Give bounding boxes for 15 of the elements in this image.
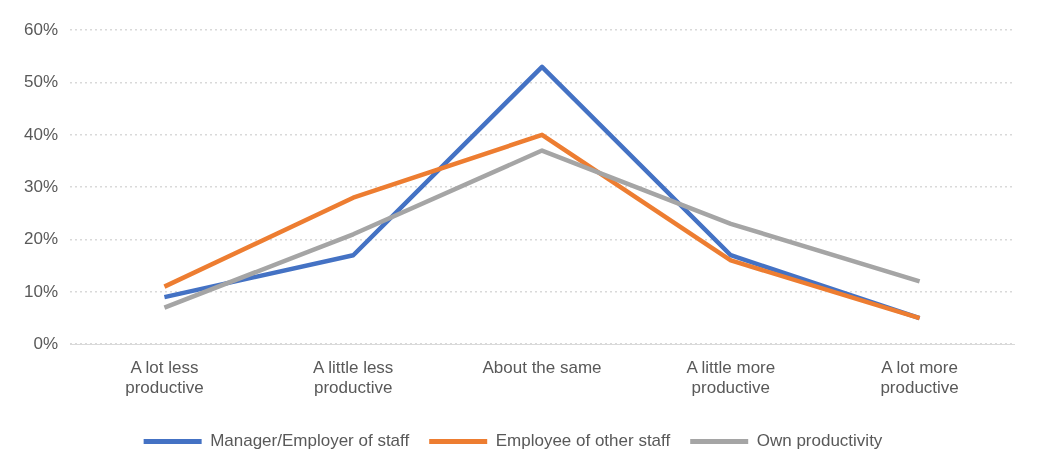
x-tick-label: A lot less productive — [125, 358, 204, 398]
x-tick-label: About the same — [482, 358, 602, 378]
y-tick-label: 60% — [23, 19, 59, 39]
y-tick-label: 40% — [23, 124, 59, 144]
legend-label: Own productivity — [756, 431, 883, 451]
y-tick-label: 50% — [23, 72, 59, 92]
legend-label: Employee of other staff — [495, 431, 671, 451]
y-tick-label: 0% — [33, 333, 59, 353]
x-tick-label: A little less productive — [313, 358, 394, 398]
x-tick-label: A lot more productive — [880, 358, 959, 398]
x-tick-label: A little more productive — [686, 358, 776, 398]
y-tick-label: 10% — [23, 281, 59, 301]
legend-label: Manager/Employer of staff — [210, 431, 410, 451]
y-tick-label: 30% — [23, 176, 59, 196]
y-tick-label: 20% — [23, 229, 59, 249]
